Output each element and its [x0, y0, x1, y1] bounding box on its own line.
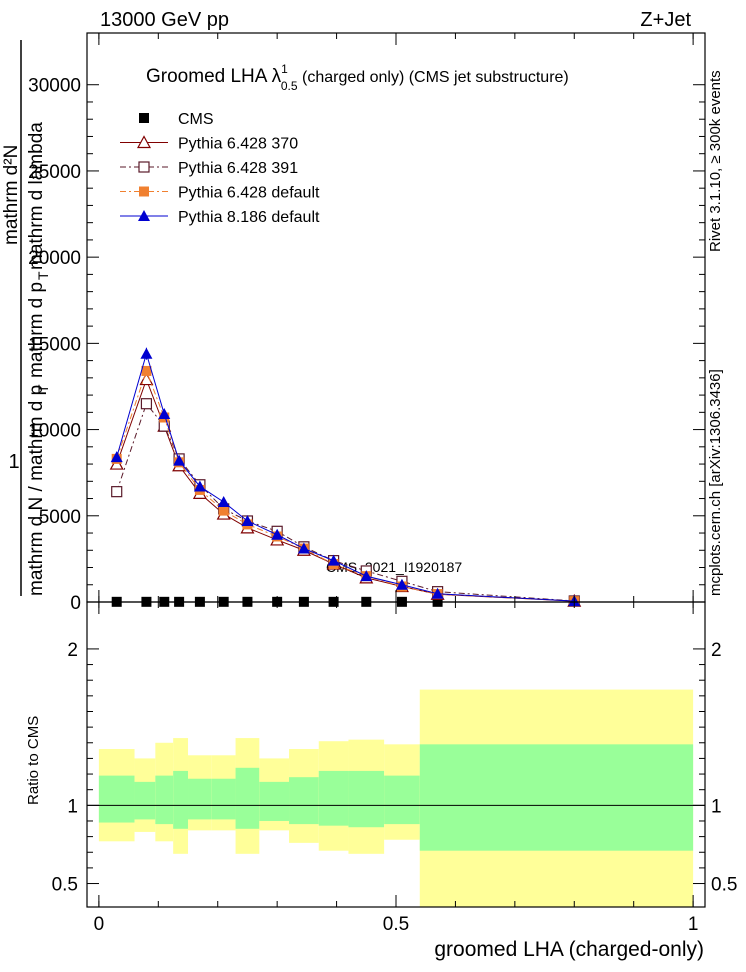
- legend-marker: [139, 113, 149, 123]
- title-sub: 0.5: [281, 79, 298, 93]
- legend-marker: [138, 210, 150, 221]
- main-ytick-label: 30000: [28, 76, 81, 97]
- energy-label: 13000 GeV pp: [100, 9, 229, 31]
- data-point: [140, 347, 153, 359]
- legend-label: Pythia 6.428 370: [178, 136, 298, 153]
- ylabel-numerator-denom: mathrm d p: [26, 282, 47, 378]
- main-ytick-label: 25000: [28, 162, 81, 183]
- data-point: [297, 542, 310, 554]
- title-sup: 1: [281, 62, 288, 76]
- ratio-band-inner: [318, 770, 349, 826]
- ratio-xlabel: groomed LHA (charged-only): [434, 938, 704, 961]
- ratio-band-inner: [134, 781, 156, 820]
- data-point: [173, 454, 186, 466]
- ylabel-T2: T: [35, 271, 51, 280]
- data-point: [271, 528, 284, 540]
- ratio-band-inner: [235, 767, 260, 829]
- data-point: [241, 514, 254, 526]
- legend-marker: [139, 186, 149, 197]
- data-point: [140, 398, 153, 410]
- ratio-band-inner: [384, 775, 420, 825]
- main-ytick-label: 0: [70, 593, 81, 614]
- data-point: [110, 451, 123, 463]
- ratio-band-inner: [188, 778, 212, 820]
- data-point: [218, 505, 229, 516]
- data-point: [217, 495, 230, 507]
- legend: CMS Pythia 6.428 370 Pythia 6.428 391 Pythi…: [120, 111, 320, 226]
- ratio-ytick-label: 1: [67, 796, 78, 817]
- ratio-ytick-label: 2: [67, 640, 78, 661]
- ratio-xtick-label: 0: [94, 914, 105, 935]
- data-point: [193, 480, 206, 492]
- ylabel-lambda: mathrm d lambda: [26, 122, 47, 270]
- watermark: CMS_2021_I1920187: [326, 559, 462, 575]
- title-main: Groomed LHA λ: [146, 66, 282, 87]
- main-ytick-label: 20000: [28, 248, 81, 269]
- main-panel: CMS_2021_I1920187 0 5000 10000 15000 20000 25…: [28, 32, 706, 614]
- data-point: [431, 587, 444, 599]
- ylabel-numerator: mathrm d²N: [1, 145, 22, 245]
- ratio-xtick-label: 0.5: [383, 914, 409, 935]
- data-point: [395, 578, 408, 590]
- main-ytick-label: 10000: [28, 421, 81, 442]
- legend-label: Pythia 6.428 391: [178, 160, 298, 177]
- ratio-band-inner: [348, 770, 385, 828]
- ratio-xtick-label: 1: [688, 914, 699, 935]
- ratio-ylabel: Ratio to CMS: [25, 716, 42, 805]
- main-ylabel: 1 mathrm d N / mathrm d p T mathrm d²N m…: [1, 40, 51, 596]
- process-label: Z+Jet: [640, 9, 691, 31]
- ratio-ytick-label-right: 2: [711, 640, 722, 661]
- ratio-ytick-label-right: 0.5: [711, 875, 737, 896]
- series-line-4: [116, 351, 575, 602]
- legend-marker: [138, 161, 150, 173]
- data-point: [141, 365, 152, 376]
- ratio-band-inner: [259, 781, 290, 821]
- data-point: [360, 570, 373, 582]
- main-ytick-label: 5000: [39, 507, 81, 528]
- data-point: [111, 486, 123, 498]
- rivet-label: Rivet 3.1.10, ≥ 300k events: [707, 70, 724, 252]
- main-ytick-label: 15000: [28, 334, 81, 355]
- data-point: [158, 408, 171, 420]
- ylabel-T: T: [35, 384, 51, 393]
- ratio-band-inner: [173, 770, 189, 829]
- ratio-ytick-label-right: 1: [711, 796, 722, 817]
- series-line-3: [116, 369, 575, 602]
- ratio-band-inner: [98, 775, 135, 823]
- title-rest: (charged only) (CMS jet substructure): [298, 69, 569, 86]
- ratio-band-inner: [289, 777, 319, 825]
- ratio-panel: 0.5 0.5 1 1 2 2 0 0.5 1: [52, 601, 737, 935]
- ylabel-one: 1: [8, 451, 19, 473]
- ratio-band-inner: [211, 778, 236, 820]
- mcplots-label: mcplots.cern.ch [arXiv:1306.3436]: [707, 369, 724, 596]
- legend-label: Pythia 8.186 default: [178, 209, 320, 226]
- ratio-band-inner: [155, 775, 174, 825]
- legend-marker: [136, 135, 152, 149]
- legend-label: CMS: [178, 111, 214, 128]
- legend-label: Pythia 6.428 default: [178, 185, 320, 202]
- ratio-band-inner: [419, 744, 694, 851]
- data-point: [327, 554, 340, 566]
- ylabel-denominator: mathrm d N / mathrm d p: [26, 385, 47, 596]
- plot-title: Groomed LHA λ1 0.5 (charged only) (CMS je…: [146, 62, 569, 93]
- ratio-ytick-label: 0.5: [52, 875, 78, 896]
